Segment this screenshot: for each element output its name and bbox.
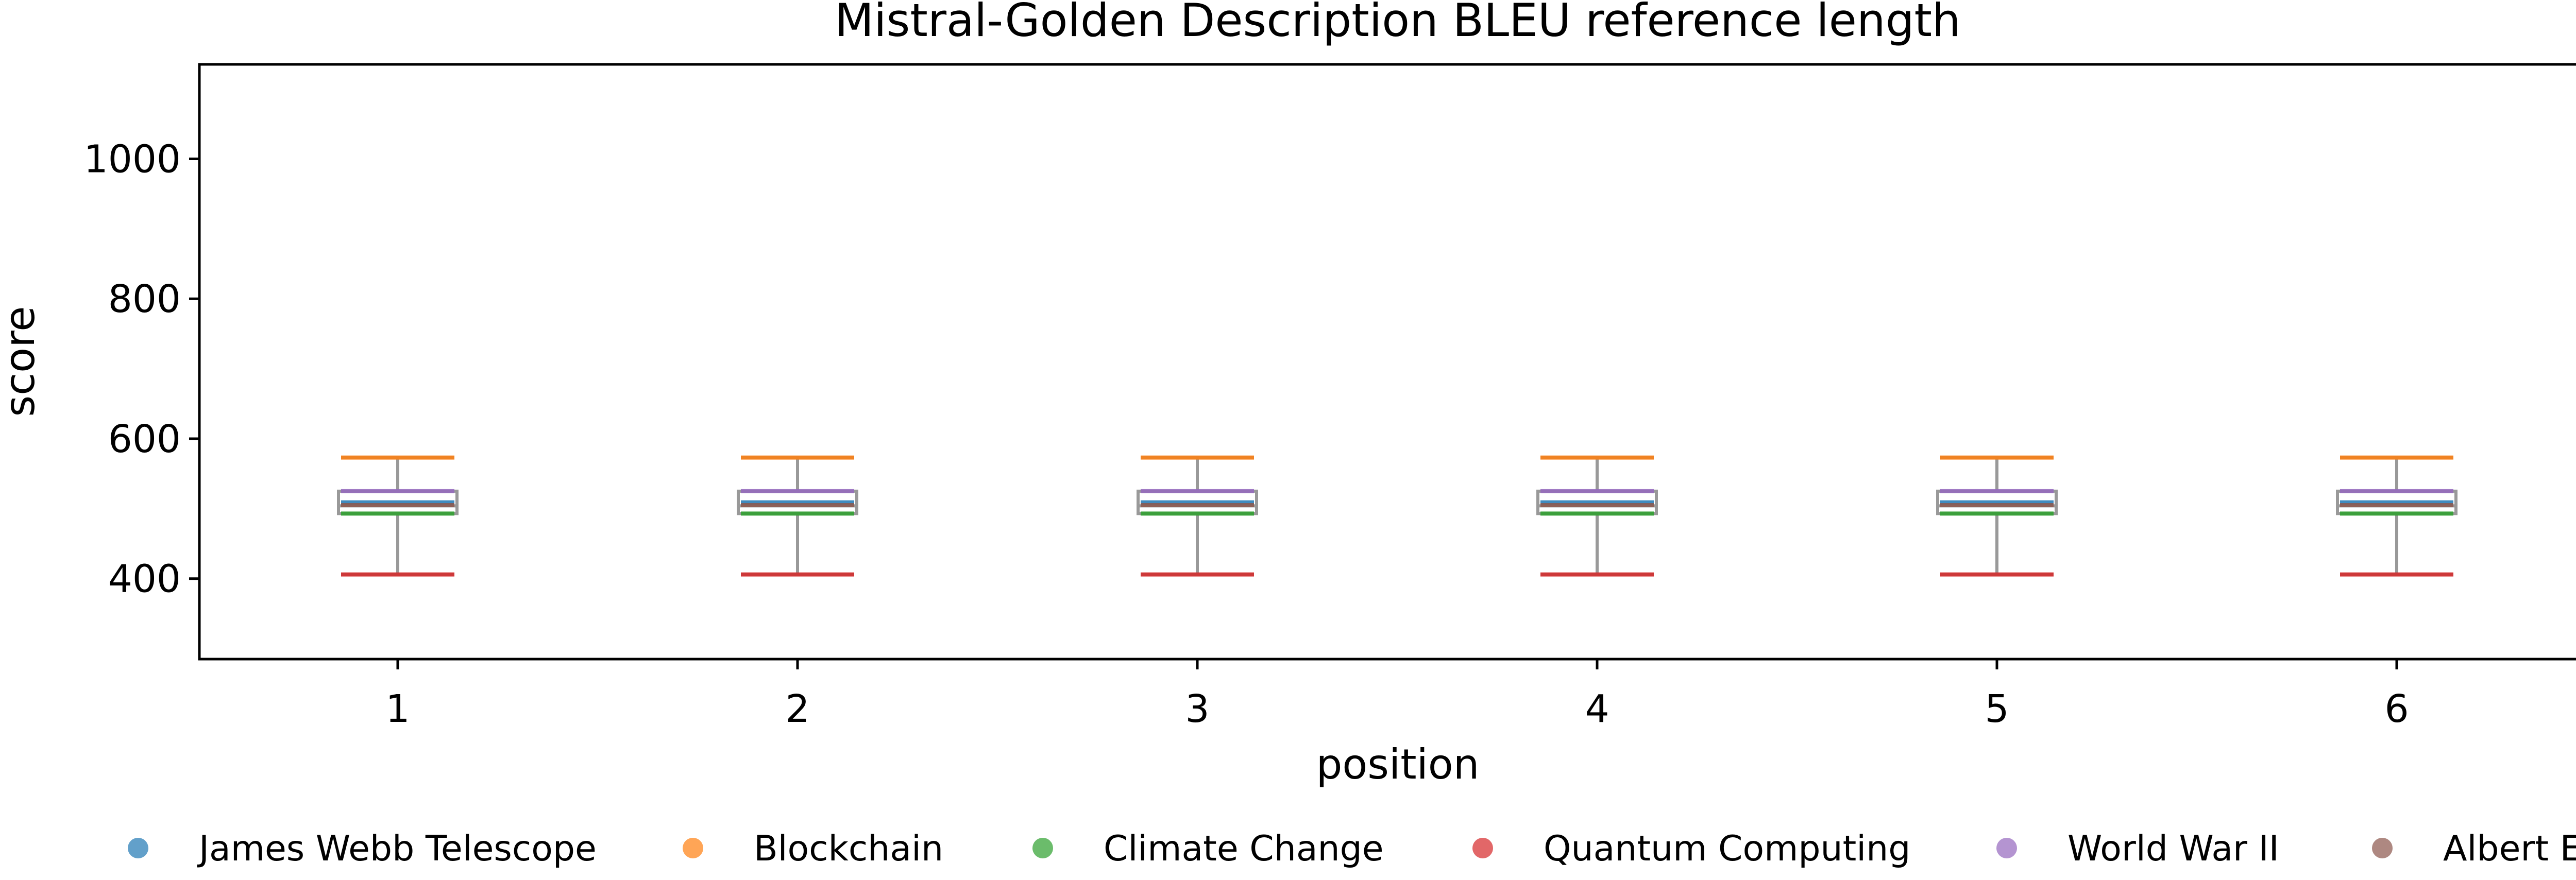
legend-label: Climate Change	[1104, 829, 1384, 869]
x-tick-label: 5	[1985, 687, 2009, 731]
y-tick-label: 400	[108, 557, 181, 601]
legend-marker	[128, 838, 148, 858]
y-axis-label: score	[0, 306, 44, 417]
x-tick-label: 2	[785, 687, 809, 731]
x-tick-label: 3	[1185, 687, 1209, 731]
chart-title: Mistral-Golden Description BLEU referenc…	[835, 0, 1961, 47]
legend-label: James Webb Telescope	[197, 829, 597, 869]
legend: James Webb Telescope Blockchain Climate Ch…	[128, 829, 2576, 869]
legend-marker	[1032, 838, 1053, 858]
x-tick-label: 1	[385, 687, 410, 731]
x-tick-label: 4	[1585, 687, 1609, 731]
y-tick-label: 800	[108, 277, 181, 321]
legend-marker	[683, 838, 703, 858]
legend-marker	[1996, 838, 2017, 858]
legend-marker	[1472, 838, 1493, 858]
legend-label: Quantum Computing	[1544, 829, 1910, 869]
x-tick-label: 6	[2384, 687, 2409, 731]
legend-label: Albert Einstein	[2443, 829, 2576, 869]
y-tick-label: 1000	[84, 137, 181, 181]
legend-label: Blockchain	[754, 829, 943, 869]
legend-label: World War II	[2067, 829, 2279, 869]
x-axis-label: position	[1316, 740, 1480, 788]
y-tick-label: 600	[108, 417, 181, 461]
legend-marker	[2372, 838, 2393, 858]
